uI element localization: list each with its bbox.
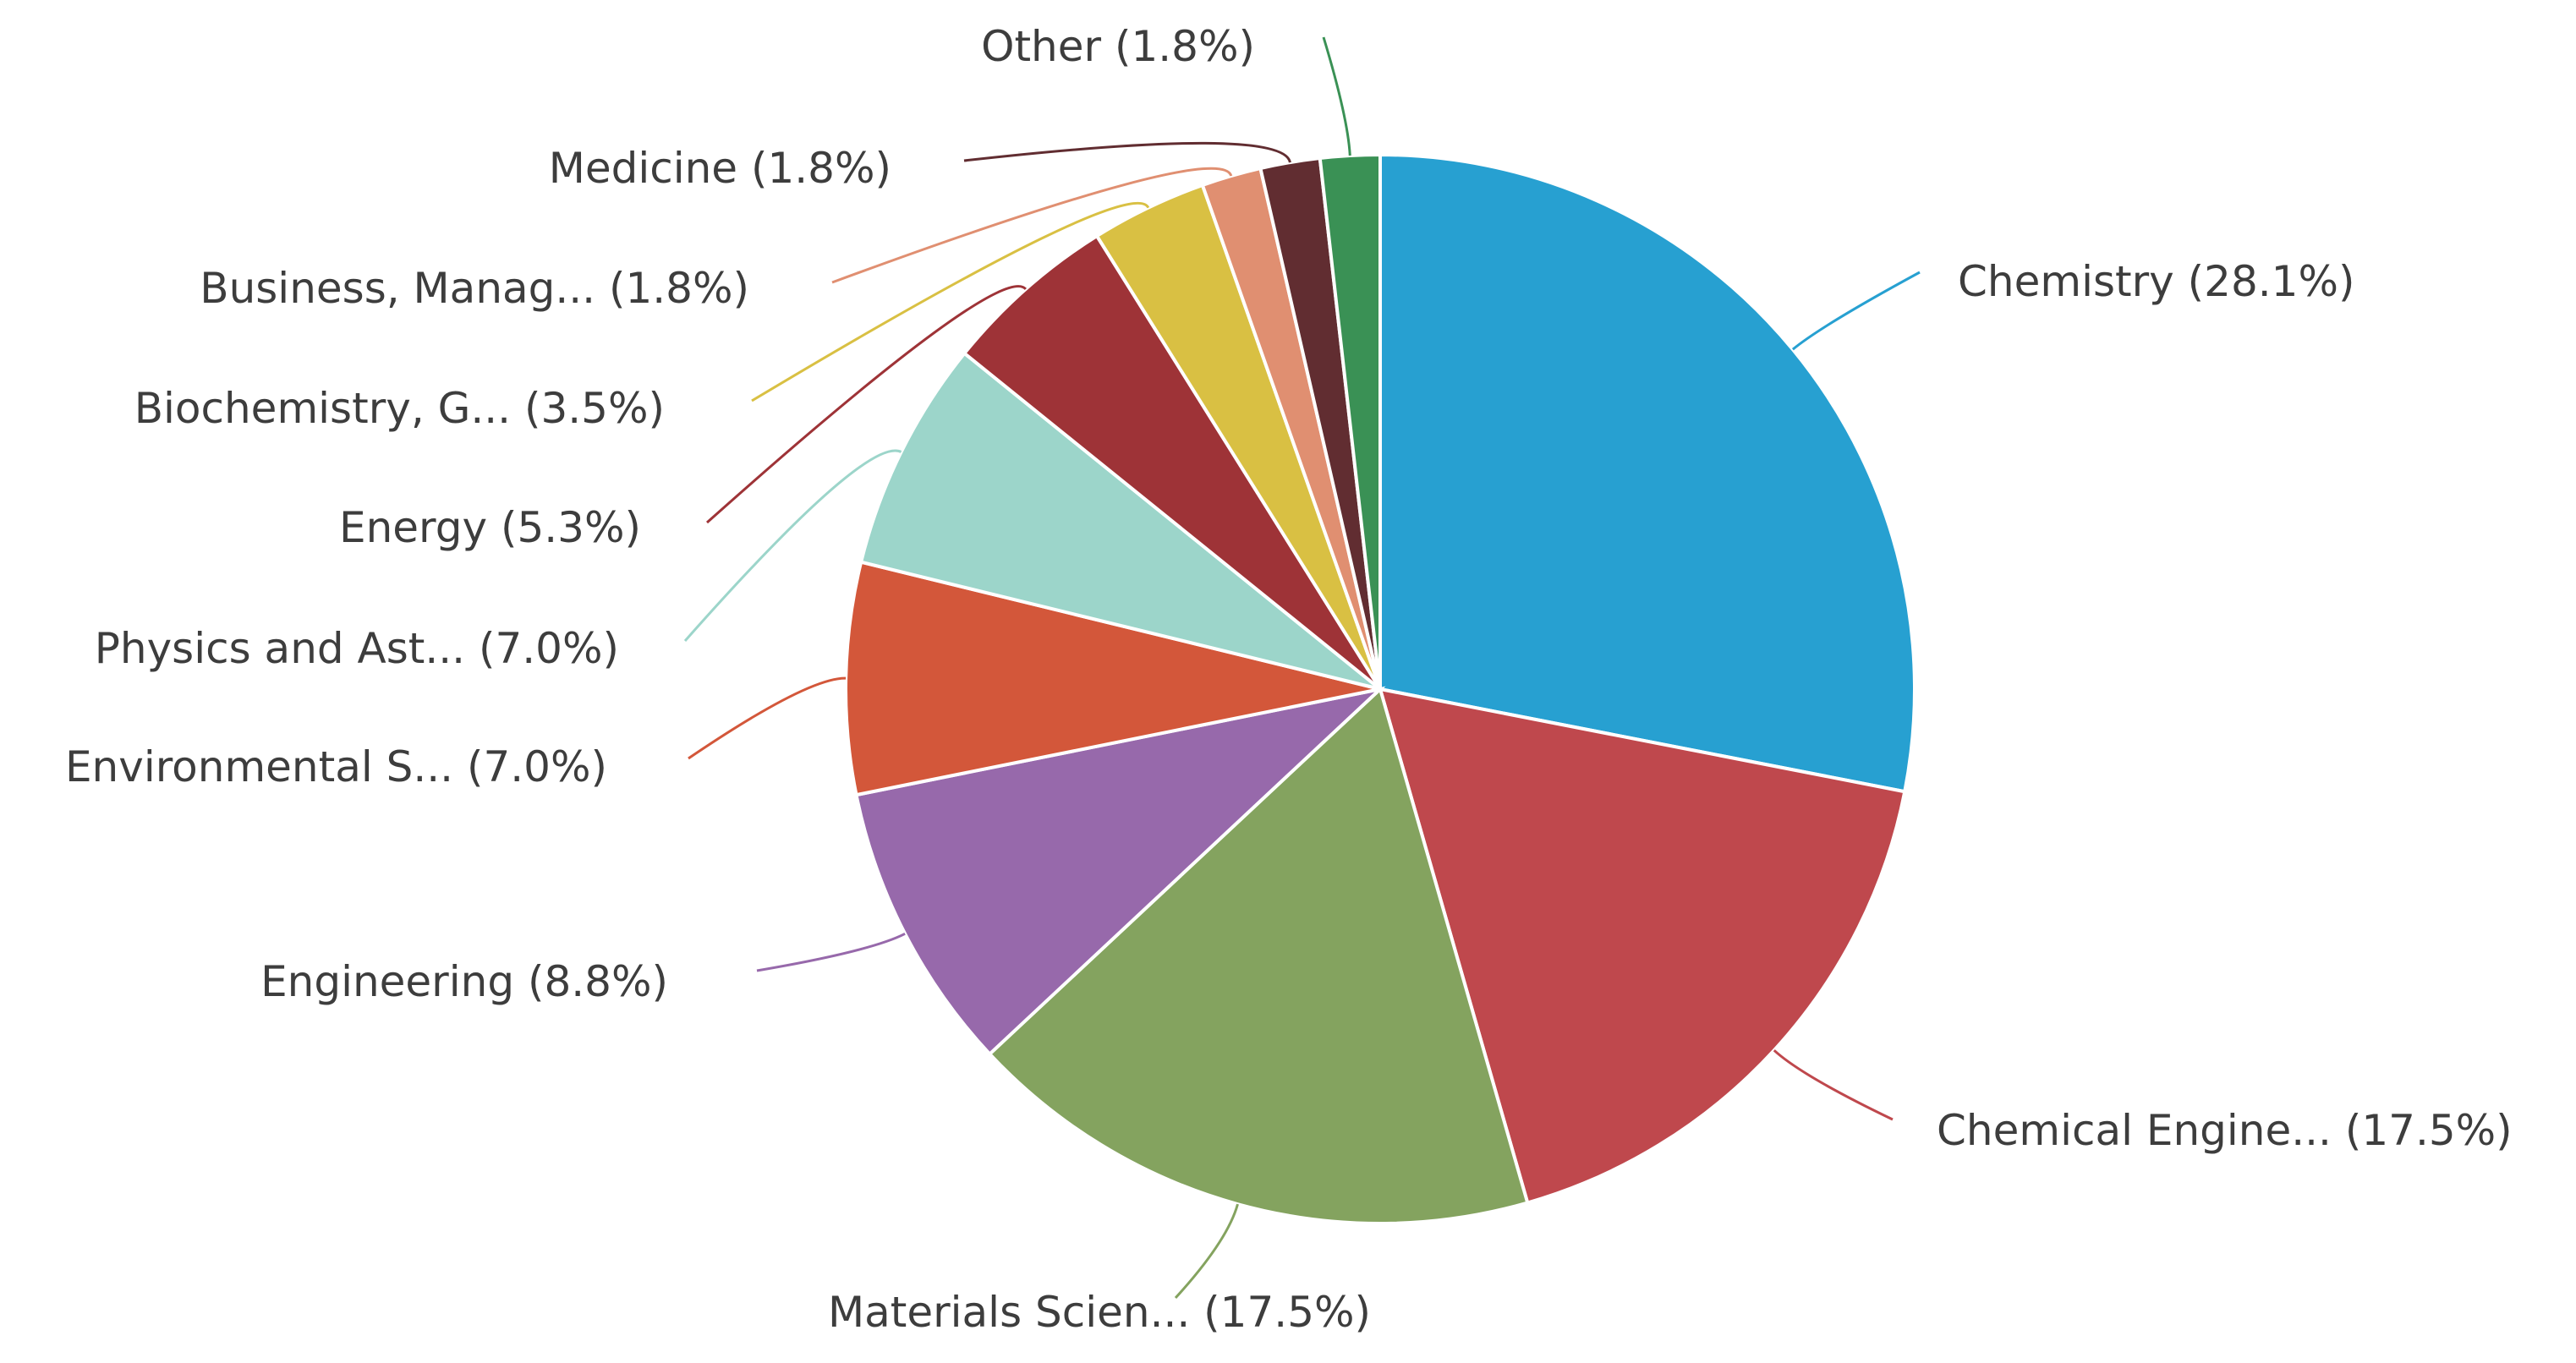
leader-line (1773, 1049, 1894, 1121)
slice-label: Chemistry (28.1%) (1958, 257, 2355, 306)
pie-slice (1378, 687, 1907, 1205)
leader-line (1322, 36, 1351, 156)
slice-label: Physics and Ast... (7.0%) (95, 624, 619, 673)
leader-line (706, 285, 1028, 524)
pie-slice (962, 233, 1382, 691)
leader-line (963, 141, 1291, 163)
pie-slice (1318, 152, 1382, 690)
slice-label: Medicine (1.8%) (549, 144, 891, 193)
pie-slice (858, 351, 1382, 691)
leader-line (683, 449, 902, 642)
leader-line (1791, 271, 1921, 351)
slice-label: Energy (5.3%) (339, 503, 641, 552)
leader-line (756, 932, 906, 972)
leader-line (751, 201, 1150, 402)
slice-label: Business, Manag... (1.8%) (200, 264, 749, 313)
slice-label: Environmental S... (7.0%) (65, 742, 607, 791)
slice-label: Materials Scien... (17.5%) (828, 1288, 1371, 1337)
pie-slice (854, 686, 1386, 1057)
slice-label: Engineering (8.8%) (260, 957, 668, 1006)
leader-line (1174, 1203, 1239, 1300)
pie-slice (844, 560, 1381, 797)
slice-label: Chemical Engine... (17.5%) (1937, 1106, 2513, 1155)
leader-line (688, 676, 847, 760)
slice-label: Other (1.8%) (981, 22, 1255, 71)
pie-slice (1378, 152, 1916, 794)
leader-line (831, 167, 1233, 284)
slice-label: Biochemistry, G... (3.5%) (134, 384, 665, 433)
